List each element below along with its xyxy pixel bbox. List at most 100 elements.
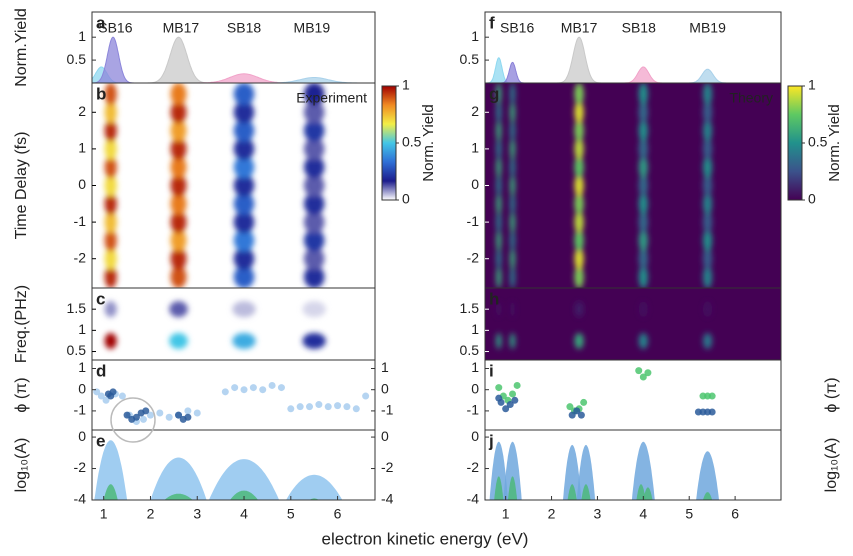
- y-tick-label: 0: [471, 380, 479, 396]
- heatmap-cell: [509, 83, 516, 106]
- y-axis-label: Norm.Yield: [13, 8, 30, 87]
- heatmap-cell: [233, 137, 255, 161]
- heatmap-cell: [303, 155, 325, 179]
- area-peak: [230, 490, 259, 500]
- panel-density: [92, 36, 371, 83]
- scatter-point: [231, 384, 239, 392]
- x-tick-label: 3: [594, 506, 602, 522]
- scatter-point: [123, 411, 131, 419]
- scatter-point: [97, 392, 105, 400]
- y2-axis-label: ϕ (π): [823, 377, 840, 412]
- panel-letter: d: [96, 361, 106, 380]
- heatmap-cell: [574, 210, 584, 234]
- scatter-point: [644, 369, 652, 377]
- scatter-point: [509, 390, 517, 398]
- heatmap-cell: [104, 155, 117, 179]
- panel-annotation: Theory: [729, 90, 773, 106]
- heatmap-cell: [509, 192, 516, 216]
- heatmap-background: [485, 288, 781, 360]
- heatmap-cell: [509, 210, 516, 234]
- panel-letter: c: [96, 289, 105, 308]
- y-tick-label: 1: [78, 140, 86, 156]
- y-tick-label: 1.5: [67, 300, 87, 316]
- scatter-point: [249, 384, 257, 392]
- y-tick-label: 1: [471, 359, 479, 375]
- scatter-point: [568, 411, 576, 419]
- heatmap-cell: [170, 229, 187, 252]
- heatmap-cell: [638, 137, 648, 161]
- heatmap-cell: [233, 83, 255, 106]
- y-tick-label: 1: [471, 28, 479, 44]
- scatter-point: [577, 411, 585, 419]
- scatter-point: [708, 392, 716, 400]
- heatmap-background: [92, 288, 375, 360]
- scatter-point: [324, 403, 332, 411]
- colorbar-tick-label: 0.5: [808, 134, 828, 150]
- heatmap-cell: [574, 332, 584, 349]
- heatmap-cell: [302, 301, 326, 318]
- colorbar: [787, 85, 803, 201]
- heatmap-cell: [702, 210, 713, 234]
- y2-tick-label: -1: [381, 402, 394, 418]
- y-tick-label: 0: [78, 428, 86, 444]
- y-tick-label: -2: [467, 249, 480, 265]
- scatter-point: [240, 386, 248, 394]
- heatmap-cell: [638, 265, 648, 288]
- panel-scatter: [495, 367, 716, 419]
- density-curve: [187, 73, 301, 83]
- area-peak: [631, 441, 655, 500]
- heatmap-cell: [702, 247, 713, 271]
- heatmap-cell: [574, 301, 584, 318]
- panel-area: [489, 441, 719, 500]
- x-tick-label: 1: [100, 506, 108, 522]
- area-peak: [94, 440, 128, 500]
- x-tick-label: 6: [334, 506, 342, 522]
- heatmap-cell: [509, 137, 516, 161]
- heatmap-cell: [496, 100, 502, 124]
- y-tick-label: -4: [467, 491, 480, 507]
- y-tick-label: -2: [74, 249, 87, 265]
- y-tick-label: 1: [78, 359, 86, 375]
- panel-scatter: [93, 381, 370, 426]
- heatmap-cell: [496, 174, 502, 197]
- heatmap-cell: [509, 229, 516, 252]
- heatmap-cell: [509, 265, 516, 288]
- y-tick-label: 1: [471, 321, 479, 337]
- heatmap-cell: [104, 332, 117, 349]
- x-axis-label: electron kinetic energy (eV): [322, 529, 529, 548]
- heatmap-cell: [170, 265, 187, 288]
- scatter-point: [502, 405, 510, 413]
- heatmap-background: [485, 83, 781, 288]
- scatter-point: [573, 407, 581, 415]
- y-axis-label: ϕ (π): [13, 377, 30, 412]
- highlight-circle: [110, 397, 156, 443]
- heatmap-cell: [509, 174, 516, 197]
- peak-label: MB17: [163, 20, 200, 36]
- scatter-point: [708, 408, 716, 416]
- scatter-point: [146, 411, 154, 419]
- area-peak: [103, 484, 118, 500]
- heatmap-cell: [170, 100, 187, 124]
- heatmap-cell: [232, 301, 256, 318]
- x-tick-label: 4: [639, 506, 647, 522]
- heatmap-cell: [638, 174, 648, 197]
- heatmap-cell: [496, 192, 502, 216]
- area-peak: [581, 484, 591, 500]
- y2-tick-label: -2: [381, 459, 394, 475]
- colorbar-tick-label: 0: [808, 191, 816, 207]
- heatmap-cell: [170, 137, 187, 161]
- scatter-point: [639, 373, 647, 381]
- area-peak: [494, 476, 504, 500]
- scatter-point: [635, 367, 643, 375]
- heatmap-cell: [702, 83, 713, 106]
- x-tick-label: 6: [731, 506, 739, 522]
- scatter-point: [315, 401, 323, 409]
- scatter-point: [580, 398, 588, 406]
- heatmap-cell: [233, 119, 255, 142]
- heatmap-cell: [496, 301, 502, 318]
- peak-label: MB19: [294, 20, 331, 36]
- panel-frame: [484, 359, 782, 431]
- heatmap-cell: [702, 174, 713, 197]
- heatmap-cells: [104, 301, 326, 349]
- peak-label: SB16: [500, 20, 534, 36]
